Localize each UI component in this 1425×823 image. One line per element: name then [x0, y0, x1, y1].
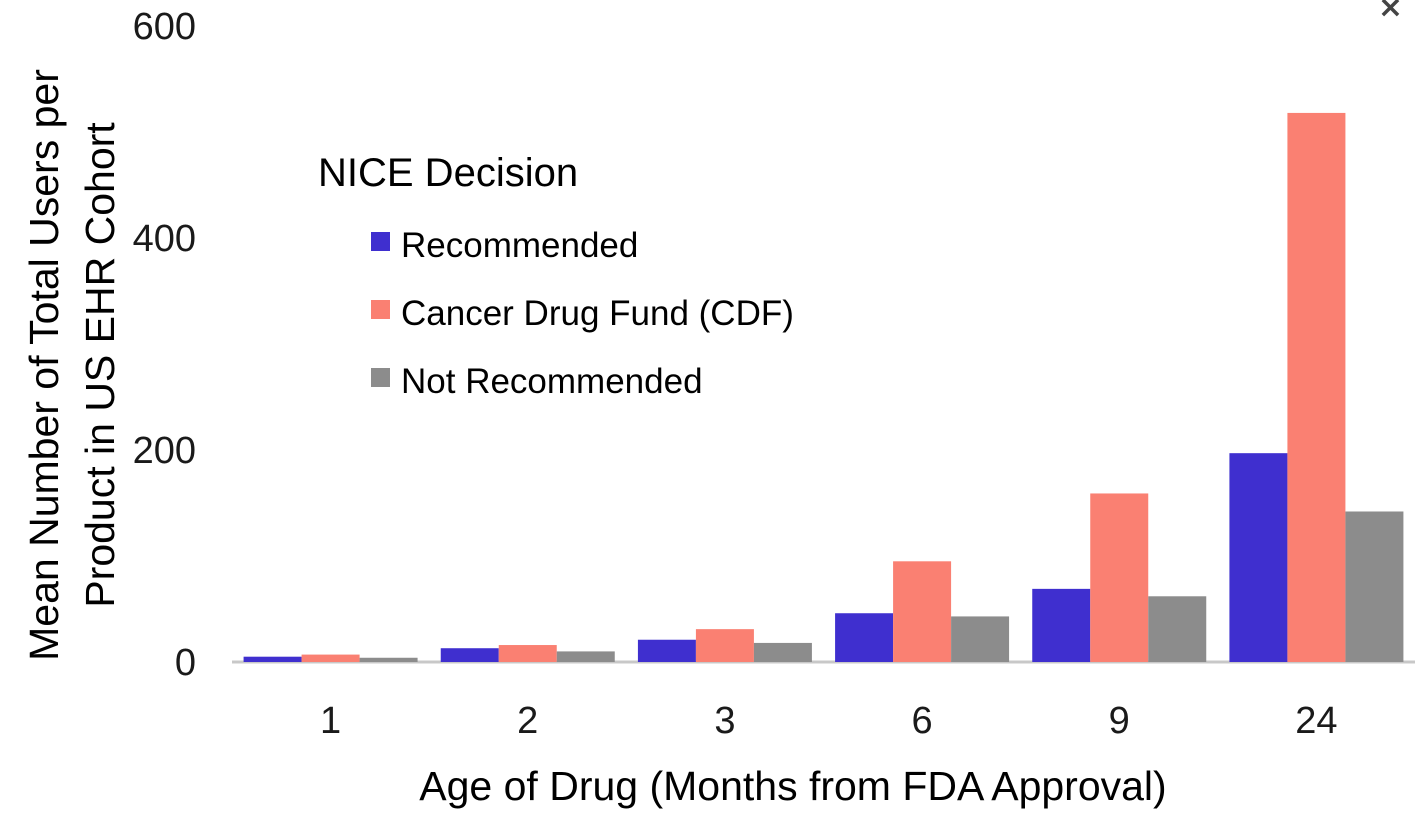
y-axis-title-line: Product in US EHR Cohort	[77, 122, 123, 608]
bar	[301, 654, 360, 662]
y-tick-label: 400	[133, 218, 196, 260]
bar	[753, 642, 812, 662]
legend-swatch	[371, 232, 390, 251]
x-tick-label: 9	[1109, 700, 1130, 742]
y-tick-label: 600	[133, 6, 196, 48]
bar	[1032, 588, 1091, 662]
legend-label: Cancer Drug Fund (CDF)	[401, 294, 794, 333]
y-axis-title: Mean Number of Total Users per Product in…	[21, 69, 123, 661]
close-icon[interactable]: ×	[1377, 0, 1403, 25]
legend-label: Recommended	[401, 226, 638, 265]
x-tick-label: 3	[714, 700, 735, 742]
x-axis-ticks: 1 2 3 6 9 24	[320, 700, 1338, 742]
bar	[556, 651, 615, 662]
x-axis-title: Age of Drug (Months from FDA Approval)	[419, 763, 1166, 809]
bar	[243, 656, 302, 662]
bar	[695, 629, 754, 662]
bar	[637, 639, 696, 662]
y-tick-label: 0	[175, 642, 196, 684]
x-tick-label: 1	[320, 700, 341, 742]
legend: NICE Decision Recommended Cancer Drug Fun…	[318, 151, 794, 401]
bar	[1090, 493, 1149, 662]
bar	[893, 561, 952, 662]
y-axis-ticks: 0 200 400 600	[133, 6, 196, 684]
y-tick-label: 200	[133, 430, 196, 472]
legend-title: NICE Decision	[318, 151, 578, 195]
x-tick-label: 24	[1295, 700, 1337, 742]
bar	[1345, 511, 1404, 662]
bars	[243, 112, 1404, 663]
legend-swatch	[371, 368, 390, 387]
bar	[498, 645, 557, 662]
bar	[835, 613, 894, 662]
x-tick-label: 2	[517, 700, 538, 742]
legend-label: Not Recommended	[401, 362, 703, 401]
bar	[951, 616, 1010, 662]
bar	[1148, 596, 1207, 662]
bar	[1229, 453, 1288, 662]
bar	[1287, 112, 1346, 663]
x-tick-label: 6	[912, 700, 933, 742]
bar	[440, 648, 499, 662]
legend-swatch	[371, 300, 390, 319]
y-axis-title-line: Mean Number of Total Users per	[21, 69, 67, 661]
bar	[359, 657, 418, 662]
